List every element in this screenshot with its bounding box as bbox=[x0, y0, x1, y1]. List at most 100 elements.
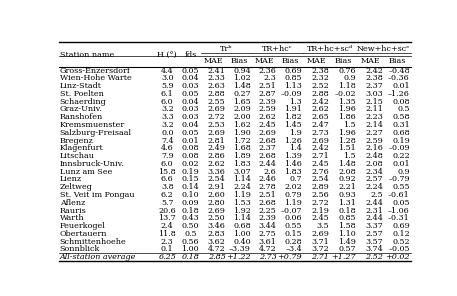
Text: 2.39: 2.39 bbox=[259, 214, 276, 222]
Text: 2.08: 2.08 bbox=[365, 160, 383, 168]
Text: 2.91: 2.91 bbox=[207, 183, 225, 191]
Text: 0.08: 0.08 bbox=[181, 144, 199, 152]
Text: TR+hcᶜ: TR+hcᶜ bbox=[262, 45, 292, 53]
Text: 2.88: 2.88 bbox=[208, 90, 225, 98]
Text: 1.39: 1.39 bbox=[284, 152, 302, 160]
Text: 3.3: 3.3 bbox=[161, 113, 174, 121]
Text: +1.27: +1.27 bbox=[331, 253, 356, 261]
Text: 2.85: 2.85 bbox=[207, 253, 225, 261]
Text: –1.26: –1.26 bbox=[388, 90, 410, 98]
Text: 1.92: 1.92 bbox=[233, 207, 251, 215]
Text: 0.56: 0.56 bbox=[181, 238, 199, 246]
Text: 0.1: 0.1 bbox=[161, 245, 174, 253]
Text: 6.1: 6.1 bbox=[161, 90, 174, 98]
Text: Bias: Bias bbox=[335, 57, 352, 65]
Text: 2.42: 2.42 bbox=[365, 67, 383, 75]
Text: 1.35: 1.35 bbox=[338, 98, 356, 106]
Text: 0.94: 0.94 bbox=[233, 67, 251, 75]
Text: 0.28: 0.28 bbox=[284, 238, 302, 246]
Text: 2.80: 2.80 bbox=[208, 199, 225, 207]
Text: 2.27: 2.27 bbox=[365, 129, 383, 137]
Text: 0.05: 0.05 bbox=[181, 67, 199, 75]
Text: 1.53: 1.53 bbox=[233, 199, 251, 207]
Text: New+hc+scᵉ: New+hc+scᵉ bbox=[357, 45, 410, 53]
Text: 0.10: 0.10 bbox=[181, 191, 199, 199]
Text: 20.6: 20.6 bbox=[159, 207, 176, 215]
Text: 2.51: 2.51 bbox=[259, 82, 276, 90]
Text: H (°): H (°) bbox=[157, 51, 177, 59]
Text: Bias: Bias bbox=[281, 57, 298, 65]
Text: 3.61: 3.61 bbox=[259, 238, 276, 246]
Text: 2.51: 2.51 bbox=[259, 191, 276, 199]
Text: 2.53: 2.53 bbox=[207, 121, 225, 129]
Text: –0.48: –0.48 bbox=[388, 67, 410, 75]
Text: Zeltweg: Zeltweg bbox=[59, 183, 92, 191]
Text: Linz-Stadt: Linz-Stadt bbox=[59, 82, 101, 90]
Text: 2.87: 2.87 bbox=[259, 90, 276, 98]
Text: 0.0: 0.0 bbox=[161, 129, 174, 137]
Text: 2.65: 2.65 bbox=[311, 113, 329, 121]
Text: 2.76: 2.76 bbox=[311, 168, 329, 176]
Text: 6.25: 6.25 bbox=[159, 253, 176, 261]
Text: 1.00: 1.00 bbox=[181, 245, 199, 253]
Text: fds: fds bbox=[184, 51, 197, 59]
Text: 2.69: 2.69 bbox=[207, 129, 225, 137]
Text: 3.62: 3.62 bbox=[207, 238, 225, 246]
Text: 0.57: 0.57 bbox=[339, 245, 356, 253]
Text: 0.52: 0.52 bbox=[392, 238, 410, 246]
Text: 1.86: 1.86 bbox=[338, 113, 356, 121]
Text: 2.62: 2.62 bbox=[311, 105, 329, 113]
Text: 0.5: 0.5 bbox=[398, 105, 410, 113]
Text: 6.2: 6.2 bbox=[161, 191, 174, 199]
Text: 1.14: 1.14 bbox=[233, 214, 251, 222]
Text: 1.18: 1.18 bbox=[338, 82, 356, 90]
Text: 2.39: 2.39 bbox=[259, 98, 276, 106]
Text: 3.36: 3.36 bbox=[207, 168, 225, 176]
Text: Kremsmuenster: Kremsmuenster bbox=[59, 121, 125, 129]
Text: 1.72: 1.72 bbox=[233, 136, 251, 144]
Text: 2.08: 2.08 bbox=[338, 168, 356, 176]
Text: 1.13: 1.13 bbox=[284, 82, 302, 90]
Text: 0.5: 0.5 bbox=[184, 230, 197, 238]
Text: 0.79: 0.79 bbox=[284, 191, 302, 199]
Text: 0.01: 0.01 bbox=[392, 82, 410, 90]
Text: +0.02: +0.02 bbox=[385, 253, 410, 261]
Text: 2.69: 2.69 bbox=[207, 207, 225, 215]
Text: 2.23: 2.23 bbox=[365, 113, 383, 121]
Text: 2.14: 2.14 bbox=[365, 121, 383, 129]
Text: –3.4: –3.4 bbox=[285, 245, 302, 253]
Text: 0.69: 0.69 bbox=[392, 222, 410, 230]
Text: 1.68: 1.68 bbox=[233, 144, 251, 152]
Text: 2.57: 2.57 bbox=[365, 230, 383, 238]
Text: 1.91: 1.91 bbox=[284, 105, 302, 113]
Text: 2.45: 2.45 bbox=[259, 121, 276, 129]
Text: 2.24: 2.24 bbox=[365, 183, 383, 191]
Text: 3.5: 3.5 bbox=[316, 222, 329, 230]
Text: –0.79: –0.79 bbox=[388, 176, 410, 184]
Text: Bregenz: Bregenz bbox=[59, 136, 94, 144]
Text: 0.08: 0.08 bbox=[393, 98, 410, 106]
Text: Salzburg-Freisaal: Salzburg-Freisaal bbox=[59, 129, 132, 137]
Text: 2.60: 2.60 bbox=[207, 191, 225, 199]
Text: 1.48: 1.48 bbox=[338, 160, 356, 168]
Text: Gross-Enzersdorf: Gross-Enzersdorf bbox=[59, 67, 131, 75]
Text: 3.07: 3.07 bbox=[234, 168, 251, 176]
Text: 2.81: 2.81 bbox=[207, 136, 225, 144]
Text: Graz-Univ.: Graz-Univ. bbox=[59, 105, 102, 113]
Text: –0.31: –0.31 bbox=[388, 214, 410, 222]
Text: 2.15: 2.15 bbox=[365, 98, 383, 106]
Text: 2.42: 2.42 bbox=[311, 98, 329, 106]
Text: 2.71: 2.71 bbox=[311, 253, 329, 261]
Text: 0.55: 0.55 bbox=[393, 183, 410, 191]
Text: 1.00: 1.00 bbox=[234, 230, 251, 238]
Text: 4.4: 4.4 bbox=[161, 67, 174, 75]
Text: 0.09: 0.09 bbox=[181, 199, 199, 207]
Text: –0.02: –0.02 bbox=[335, 90, 356, 98]
Text: Obertauern: Obertauern bbox=[59, 230, 107, 238]
Text: 2.09: 2.09 bbox=[233, 105, 251, 113]
Text: 3.72: 3.72 bbox=[311, 245, 329, 253]
Text: Feuerkogel: Feuerkogel bbox=[59, 222, 106, 230]
Text: 2.00: 2.00 bbox=[234, 113, 251, 121]
Text: 2.37: 2.37 bbox=[259, 144, 276, 152]
Text: 2.5: 2.5 bbox=[370, 191, 383, 199]
